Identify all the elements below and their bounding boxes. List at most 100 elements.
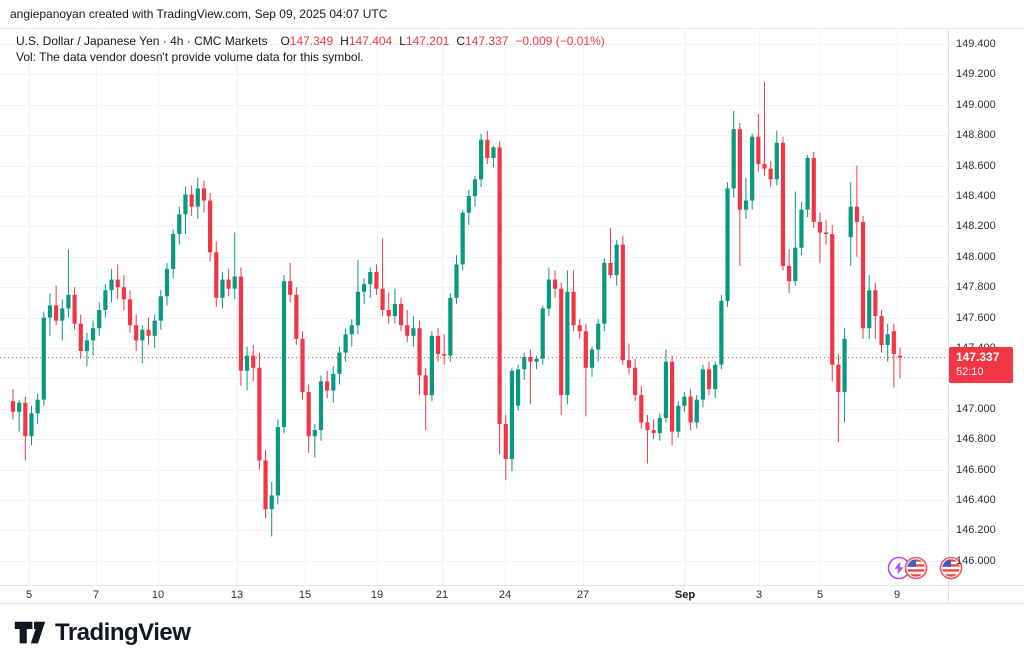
candle-body (208, 200, 213, 253)
candle-body (103, 290, 108, 310)
bar-countdown: 52:10 (956, 366, 984, 378)
candle-body (639, 395, 644, 423)
candle-body (651, 430, 656, 434)
candle-body (189, 194, 194, 207)
tradingview-logo[interactable]: TradingView (14, 618, 191, 648)
candle-body (485, 139, 490, 158)
candle-body (817, 221, 823, 233)
candle-body (10, 401, 16, 412)
candle-body (398, 303, 404, 326)
candle-body (460, 212, 465, 265)
time-axis-label: 19 (370, 589, 384, 601)
candle-body (41, 317, 46, 400)
candle-body (411, 328, 416, 336)
candle-body (448, 297, 453, 356)
candle-body (288, 281, 293, 295)
candle-body (435, 335, 441, 355)
price-axis-label: 148.200 (956, 220, 996, 233)
candle-body (620, 244, 625, 361)
price-axis-label: 148.000 (956, 250, 996, 263)
candle-body (29, 413, 34, 437)
candle-body (626, 360, 632, 368)
candle-body (583, 331, 588, 368)
last-price-badge[interactable]: 147.337 52:10 (949, 347, 1013, 383)
candle-body (109, 279, 114, 291)
candle-body (737, 129, 742, 210)
candle-body (152, 320, 157, 336)
candle-body (879, 316, 884, 345)
candle-body (522, 357, 527, 370)
candle-body (47, 305, 53, 318)
candle-body (374, 272, 379, 289)
candle-body (602, 262, 607, 324)
candle-body (392, 303, 398, 317)
volume-note: Vol: The data vendor doesn't provide vol… (16, 50, 364, 64)
candle-body (244, 355, 250, 371)
candle-body (694, 399, 699, 423)
candle-body (669, 361, 675, 432)
candle-body (251, 355, 256, 368)
us-flag-icon[interactable] (939, 556, 963, 580)
candle-body (238, 276, 244, 371)
time-axis-label: 27 (576, 589, 590, 601)
candle-body (823, 232, 829, 234)
candle-body (368, 272, 373, 285)
candle-body (269, 495, 274, 510)
candle-body (663, 361, 669, 418)
candle-body (534, 358, 539, 362)
price-axis-label: 148.600 (956, 159, 996, 172)
candle-body (386, 310, 391, 317)
candle-body (380, 288, 385, 310)
candle-body (713, 364, 718, 390)
low-value: 147.201 (405, 34, 450, 48)
candle-body (867, 290, 872, 329)
candle-body (762, 164, 767, 169)
candle-body (780, 142, 786, 266)
low-label: L (399, 34, 406, 48)
candle-body (657, 417, 662, 434)
us-flag-icon[interactable] (904, 556, 928, 580)
candle-body (337, 352, 342, 374)
candle-body (214, 252, 219, 298)
candle-body (454, 264, 459, 298)
candle-body (793, 247, 798, 282)
candle-body (897, 355, 903, 358)
candle-body (281, 281, 287, 428)
time-axis-label: 5 (816, 589, 824, 601)
candle-body (725, 188, 730, 301)
price-axis-label: 146.400 (956, 494, 996, 506)
candle-body (811, 158, 816, 222)
candle-body (226, 279, 231, 289)
candle-body (731, 129, 736, 189)
candle-body (842, 338, 847, 393)
time-axis-label: 10 (151, 589, 165, 601)
candle-body (275, 427, 280, 496)
symbol-title[interactable]: U.S. Dollar / Japanese Yen · 4h · CMC Ma… (16, 34, 268, 48)
time-axis-label: 24 (498, 589, 512, 601)
candle-body (546, 279, 551, 309)
candle-body (306, 392, 311, 437)
candle-body (362, 284, 367, 292)
candle-body (799, 209, 804, 248)
candle-body (787, 265, 792, 282)
candle-body (220, 279, 225, 298)
candle-body (60, 308, 65, 321)
candle-body (355, 291, 361, 326)
candle-body (891, 331, 896, 355)
candle-body (140, 329, 145, 341)
candle-body (836, 364, 841, 393)
candle-body (97, 310, 102, 329)
candle-body (466, 196, 471, 213)
price-axis-label: 148.800 (956, 129, 996, 142)
candle-body (201, 188, 207, 201)
candle-body (35, 399, 40, 414)
symbol-legend[interactable]: U.S. Dollar / Japanese Yen · 4h · CMC Ma… (16, 34, 605, 48)
candle-body (719, 300, 724, 365)
candle-body (405, 325, 410, 336)
candle-body (90, 328, 96, 341)
tradingview-logo-text: TradingView (55, 619, 191, 646)
candle-body (873, 290, 878, 317)
candle-body (614, 244, 619, 276)
